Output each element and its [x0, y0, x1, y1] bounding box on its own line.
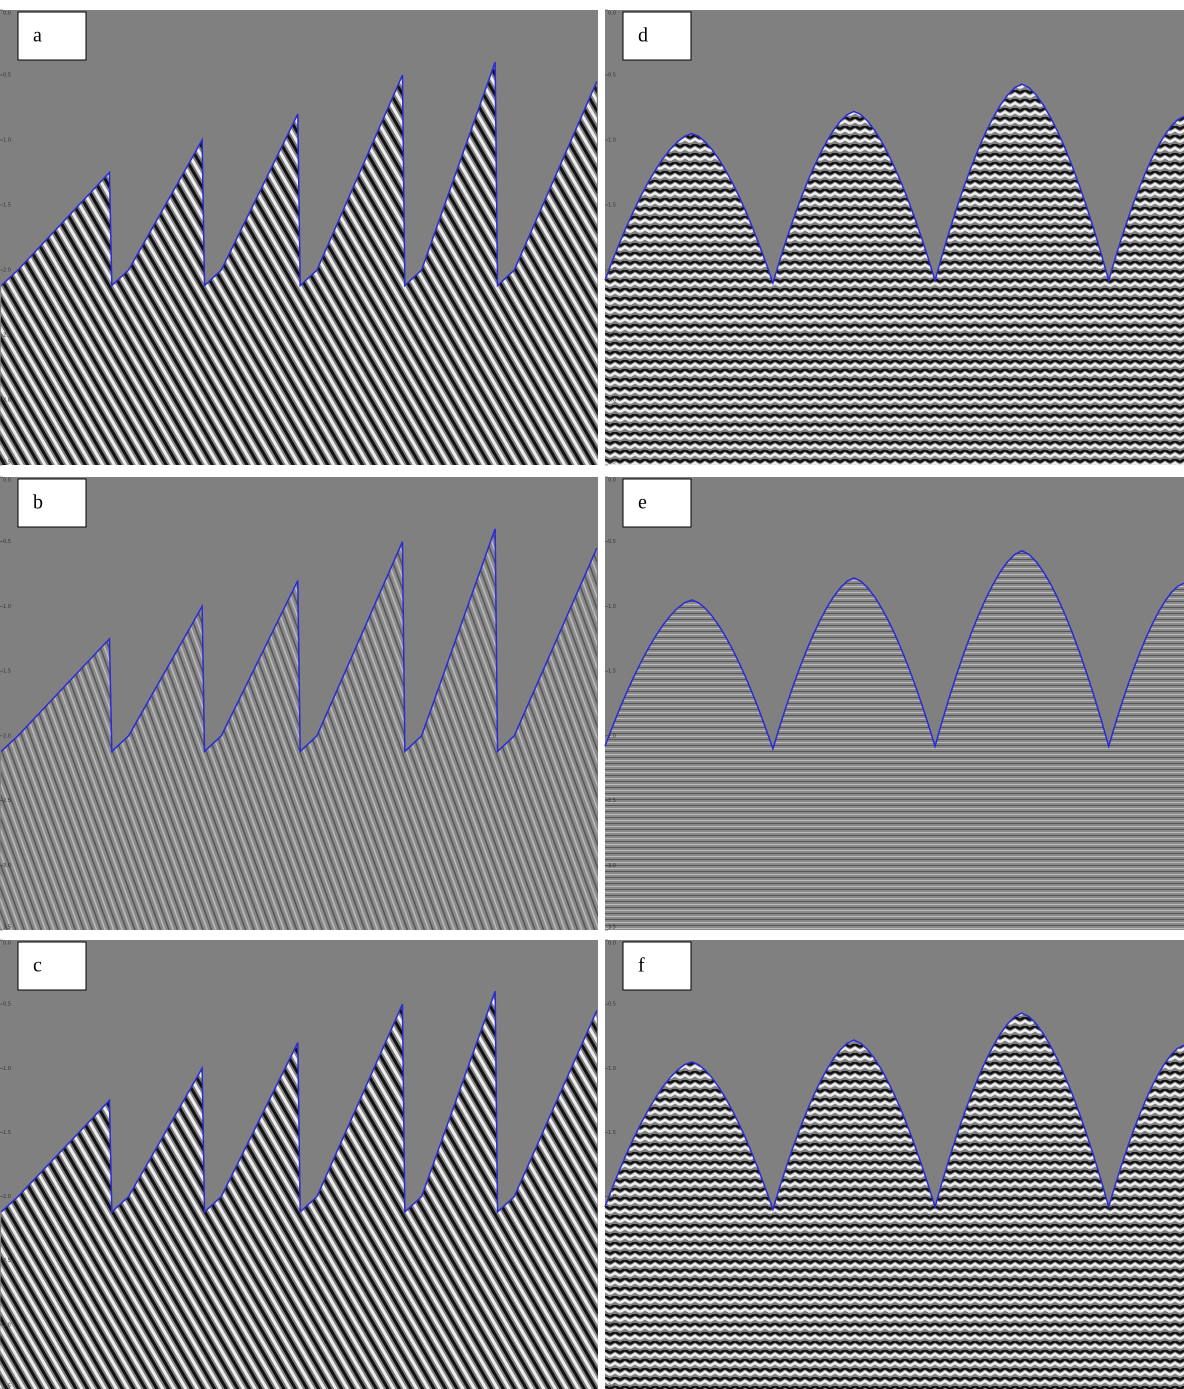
- y-tick-label: 0.5: [3, 73, 11, 79]
- y-tick-label: 3.0: [608, 1322, 616, 1328]
- y-tick-label: 0.5: [608, 539, 616, 545]
- y-tick-label: 1.5: [608, 669, 616, 675]
- label-box: [17, 941, 87, 991]
- panel: 0.0 0.5 1.0 1.5 2.0 2.5 3.0 3.5 f: [604, 939, 1184, 1389]
- y-tick-label: 2.5: [3, 1258, 11, 1264]
- pick-line: [0, 528, 598, 754]
- pick-line: [604, 549, 1184, 752]
- panel-label: e: [638, 492, 647, 514]
- y-tick-label: 1.0: [608, 604, 616, 610]
- y-tick-label: 0.5: [3, 1002, 11, 1008]
- y-tick-label: 3.0: [608, 398, 616, 404]
- y-tick-label: 1.0: [608, 138, 616, 144]
- y-tick-label: 3.0: [3, 398, 11, 404]
- y-tick-label: 1.5: [3, 1130, 11, 1136]
- y-tick-label: 2.0: [608, 1194, 616, 1200]
- pick-line: [0, 61, 598, 288]
- y-tick-label: 2.0: [3, 733, 11, 739]
- y-tick-label: 1.5: [608, 203, 616, 209]
- y-tick-label: 0.0: [3, 941, 11, 947]
- panel-label: d: [638, 25, 648, 47]
- y-tick-label: 0.0: [3, 11, 11, 17]
- label-box: [17, 11, 87, 61]
- panel-label: b: [33, 492, 43, 514]
- y-tick-label: 2.5: [608, 1258, 616, 1264]
- y-tick-label: 0.5: [3, 539, 11, 545]
- panel-label: c: [33, 955, 42, 977]
- y-tick-label: 3.5: [3, 925, 11, 931]
- y-tick-label: 2.0: [608, 733, 616, 739]
- y-tick-label: 1.0: [3, 138, 11, 144]
- panel-label: f: [638, 955, 645, 977]
- y-tick-label: 3.5: [608, 460, 616, 466]
- y-tick-label: 0.0: [608, 11, 616, 17]
- y-tick-label: 0.5: [608, 73, 616, 79]
- y-tick-label: 0.0: [608, 941, 616, 947]
- label-box: [622, 11, 692, 61]
- y-tick-label: 0.5: [608, 1002, 616, 1008]
- panel-label: a: [33, 25, 42, 47]
- y-tick-label: 0.0: [608, 478, 616, 484]
- pick-line: [0, 991, 598, 1214]
- y-tick-label: 2.5: [3, 333, 11, 339]
- label-box: [622, 941, 692, 991]
- y-tick-label: 2.0: [608, 268, 616, 274]
- y-tick-label: 0.0: [3, 478, 11, 484]
- panel: 0.0 0.5 1.0 1.5 2.0 2.5 3.0 3.5 a: [0, 9, 598, 466]
- y-tick-label: 2.5: [3, 798, 11, 804]
- pick-line: [604, 1012, 1184, 1212]
- y-tick-label: 1.5: [3, 669, 11, 675]
- y-tick-label: 1.0: [3, 604, 11, 610]
- y-tick-label: 3.5: [608, 1384, 616, 1389]
- y-tick-label: 3.0: [3, 1322, 11, 1328]
- y-tick-label: 3.0: [3, 863, 11, 869]
- panel: 0.0 0.5 1.0 1.5 2.0 2.5 3.0 3.5 c: [0, 939, 598, 1389]
- y-tick-label: 3.0: [608, 863, 616, 869]
- y-tick-label: 3.5: [608, 925, 616, 931]
- y-tick-label: 1.0: [3, 1066, 11, 1072]
- y-tick-label: 2.0: [3, 1194, 11, 1200]
- pick-line: [604, 83, 1184, 286]
- y-tick-label: 1.0: [608, 1066, 616, 1072]
- label-box: [622, 478, 692, 528]
- y-tick-label: 3.5: [3, 1384, 11, 1389]
- panel: 0.0 0.5 1.0 1.5 2.0 2.5 3.0 3.5 b: [0, 476, 598, 931]
- y-tick-label: 1.5: [608, 1130, 616, 1136]
- y-tick-label: 2.5: [608, 798, 616, 804]
- y-tick-label: 3.5: [3, 460, 11, 466]
- panel: 0.0 0.5 1.0 1.5 2.0 2.5 3.0 3.5 e: [604, 476, 1184, 931]
- y-tick-label: 2.5: [608, 333, 616, 339]
- label-box: [17, 478, 87, 528]
- y-tick-label: 2.0: [3, 268, 11, 274]
- y-tick-label: 1.5: [3, 203, 11, 209]
- panel: 0.0 0.5 1.0 1.5 2.0 2.5 3.0 3.5 d: [604, 9, 1184, 466]
